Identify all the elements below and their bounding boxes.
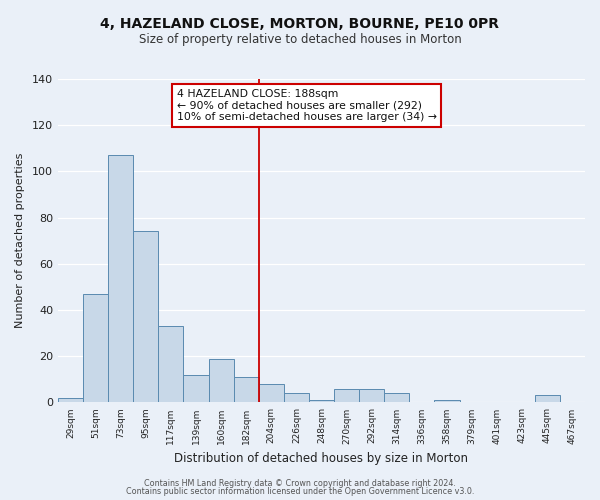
Bar	[133, 232, 158, 402]
Text: Contains public sector information licensed under the Open Government Licence v3: Contains public sector information licen…	[126, 488, 474, 496]
Bar	[384, 393, 409, 402]
Bar	[184, 374, 209, 402]
Bar	[233, 377, 259, 402]
Bar	[434, 400, 460, 402]
Bar	[158, 326, 184, 402]
Bar	[58, 398, 83, 402]
Bar	[334, 388, 359, 402]
Text: Size of property relative to detached houses in Morton: Size of property relative to detached ho…	[139, 32, 461, 46]
Bar	[83, 294, 108, 403]
Bar	[309, 400, 334, 402]
Bar	[535, 396, 560, 402]
Text: Contains HM Land Registry data © Crown copyright and database right 2024.: Contains HM Land Registry data © Crown c…	[144, 478, 456, 488]
Y-axis label: Number of detached properties: Number of detached properties	[15, 153, 25, 328]
Text: 4 HAZELAND CLOSE: 188sqm
← 90% of detached houses are smaller (292)
10% of semi-: 4 HAZELAND CLOSE: 188sqm ← 90% of detach…	[176, 88, 437, 122]
Bar	[284, 393, 309, 402]
Bar	[209, 358, 233, 403]
X-axis label: Distribution of detached houses by size in Morton: Distribution of detached houses by size …	[175, 452, 469, 465]
Bar	[359, 388, 384, 402]
Bar	[108, 155, 133, 402]
Text: 4, HAZELAND CLOSE, MORTON, BOURNE, PE10 0PR: 4, HAZELAND CLOSE, MORTON, BOURNE, PE10 …	[101, 18, 499, 32]
Bar	[259, 384, 284, 402]
